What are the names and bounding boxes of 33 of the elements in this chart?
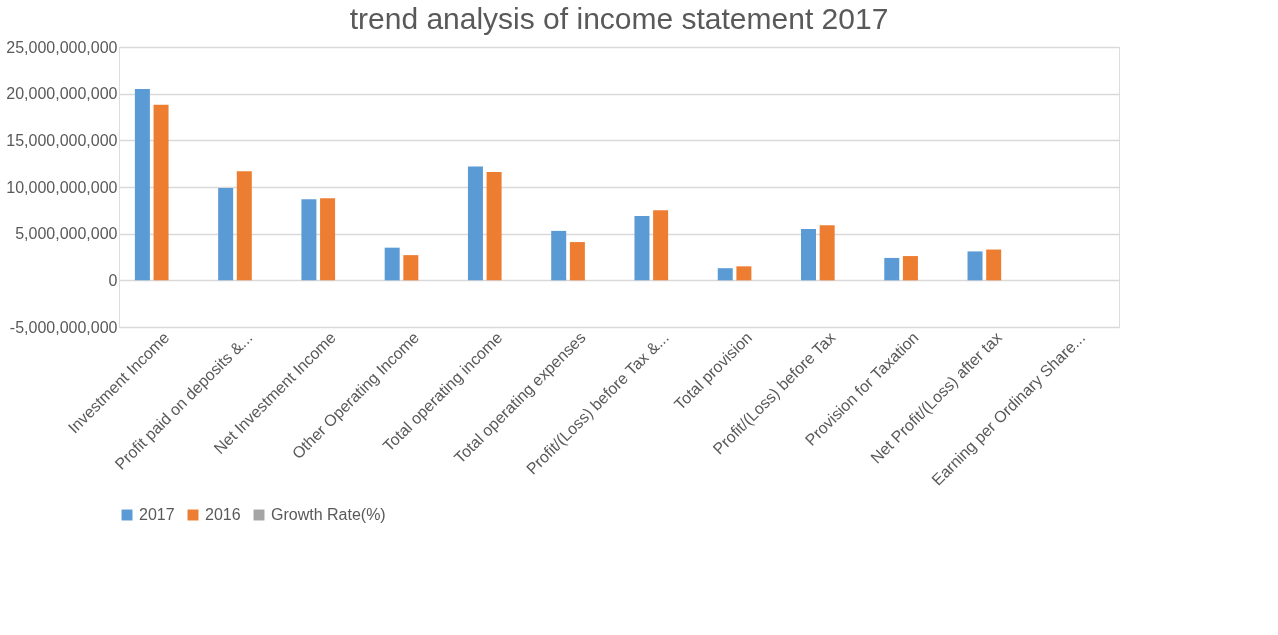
bar <box>717 268 733 281</box>
bar <box>884 257 900 281</box>
bar <box>736 266 752 281</box>
y-tick-label: 10,000,000,000 <box>6 178 118 196</box>
legend-label: 2017 <box>139 506 175 523</box>
y-tick-label: 25,000,000,000 <box>6 38 118 56</box>
bar <box>384 247 400 281</box>
chart-title: trend analysis of income statement 2017 <box>349 2 889 35</box>
bar <box>134 89 150 281</box>
y-tick-label: -5,000,000,000 <box>9 318 118 336</box>
bar <box>486 172 502 281</box>
bar <box>236 171 252 281</box>
bar <box>967 251 983 281</box>
y-tick-label: 5,000,000,000 <box>15 225 118 243</box>
y-tick-label: 15,000,000,000 <box>6 131 118 149</box>
bar <box>467 166 483 281</box>
bar <box>551 230 567 281</box>
bar <box>403 255 419 281</box>
bar <box>819 225 835 281</box>
bar <box>801 229 816 281</box>
bar <box>218 187 234 281</box>
legend-label: 2016 <box>205 506 241 523</box>
bar <box>653 210 669 281</box>
bar <box>986 249 1002 281</box>
bar <box>301 199 317 281</box>
legend-label: Growth Rate(%) <box>271 506 386 523</box>
y-tick-label: 20,000,000,000 <box>6 85 118 103</box>
bar <box>902 256 918 281</box>
bar <box>569 242 585 281</box>
bar <box>634 215 650 281</box>
bar <box>153 104 169 281</box>
y-tick-label: 0 <box>108 271 118 289</box>
bar <box>320 198 336 281</box>
